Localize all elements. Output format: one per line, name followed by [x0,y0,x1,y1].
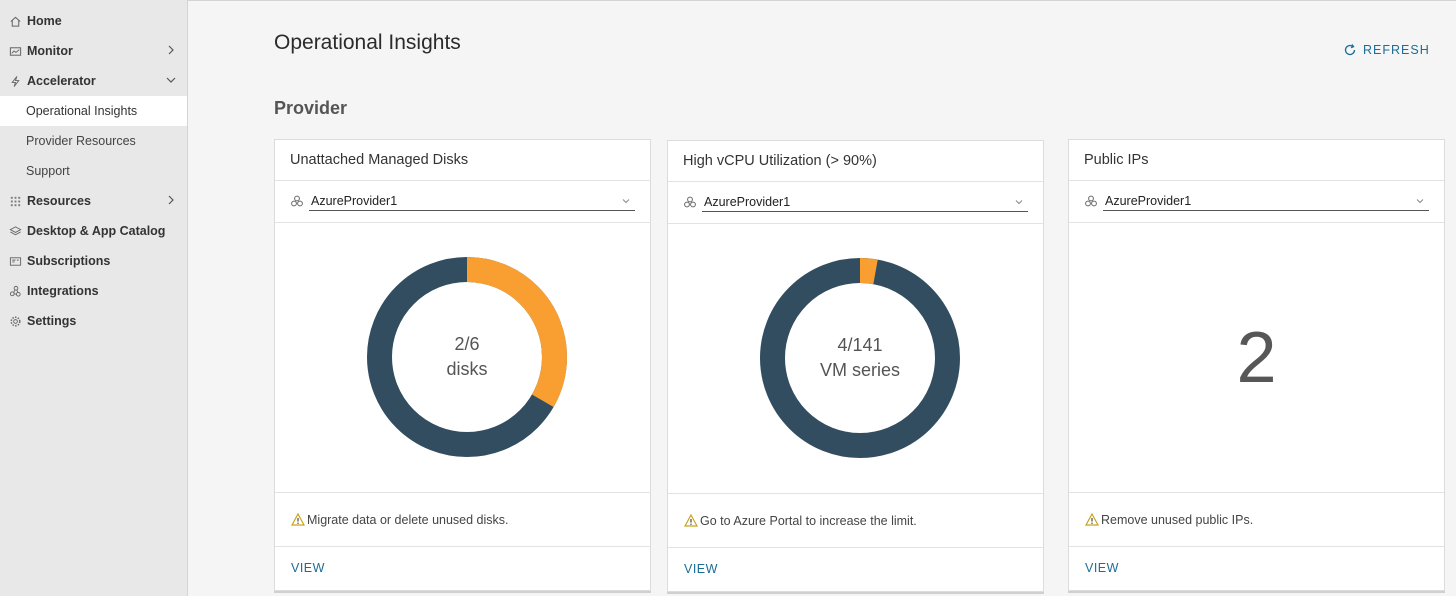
sidebar-item-label: Desktop & App Catalog [27,224,166,238]
sidebar-subitem-support[interactable]: Support [26,164,70,178]
sidebar-item-label: Resources [27,194,91,208]
refresh-icon [1344,44,1356,56]
sidebar-item-desktop-app-catalog[interactable]: Desktop & App Catalog [0,216,187,246]
monitor-icon [8,44,22,58]
chevron-down-icon [1015,199,1023,204]
provider-icon [1085,195,1097,207]
page-title: Operational Insights [274,31,461,54]
sidebar-item-integrations[interactable]: Integrations [0,276,187,306]
home-icon [8,14,22,28]
card-title: High vCPU Utilization (> 90%) [668,141,1043,182]
donut-value-label: 2/6 [454,334,480,354]
sidebar-item-label: Settings [27,314,77,328]
provider-icon [684,196,696,208]
card-message: Migrate data or delete unused disks. [307,512,509,527]
sidebar-item-label: Monitor [27,44,73,58]
refresh-label: REFRESH [1363,43,1430,57]
sidebar-item-accelerator[interactable]: Accelerator [0,66,187,96]
provider-select[interactable]: AzureProvider1 [290,191,635,211]
grid-icon [8,194,22,208]
provider-select-value: AzureProvider1 [311,193,398,208]
chevron-down-icon [1416,198,1424,203]
layers-icon [8,224,22,238]
chevron-down-icon [622,198,630,203]
donut-unit-label: disks [446,359,488,379]
donut-unit-label: VM series [819,360,900,380]
sidebar: Home Monitor Accelerator Operational Ins… [0,0,188,596]
card-message: Remove unused public IPs. [1101,512,1254,527]
donut-chart-vcpu [760,258,960,458]
card-public-ips: Public IPs AzureProvider1 2 Remove unuse… [1068,139,1445,591]
card-high-vcpu: High vCPU Utilization (> 90%) AzureProvi… [667,140,1044,592]
sidebar-subitem-operational-insights[interactable]: Operational Insights [0,96,187,126]
donut-used-segment [760,258,960,458]
sidebar-item-resources[interactable]: Resources [0,186,187,216]
chevron-right-icon [168,45,174,55]
subscriptions-icon [8,254,22,268]
provider-select[interactable]: AzureProvider1 [1084,191,1429,211]
sidebar-item-label: Integrations [27,284,99,298]
section-title: Provider [274,98,348,118]
sidebar-item-home[interactable]: Home [0,6,187,36]
donut-value-label: 4/141 [837,335,883,355]
warning-icon [291,513,305,526]
sidebar-item-label: Home [27,14,62,28]
warning-icon [684,514,698,527]
donut-chart-disks [367,257,567,457]
card-title: Unattached Managed Disks [275,140,650,181]
card-unattached-disks: Unattached Managed Disks AzureProvider1 … [274,139,651,591]
main-content: Operational Insights REFRESH Provider Un… [188,0,1456,596]
view-button[interactable]: VIEW [291,561,325,575]
sidebar-subitem-provider-resources[interactable]: Provider Resources [26,134,136,148]
card-title: Public IPs [1069,140,1444,181]
sidebar-item-label: Accelerator [27,74,96,88]
lightning-icon [8,74,22,88]
view-button[interactable]: VIEW [684,562,718,576]
provider-select-value: AzureProvider1 [1105,193,1192,208]
sidebar-item-subscriptions[interactable]: Subscriptions [0,246,187,276]
card-message: Go to Azure Portal to increase the limit… [700,513,917,528]
public-ip-count: 2 [1236,318,1277,398]
provider-select-value: AzureProvider1 [704,194,791,209]
sidebar-item-label: Subscriptions [27,254,111,268]
provider-select[interactable]: AzureProvider1 [683,192,1028,212]
refresh-button[interactable]: REFRESH [1343,43,1430,57]
integrations-icon [8,284,22,298]
sidebar-item-monitor[interactable]: Monitor [0,36,187,66]
chevron-down-icon [166,77,176,83]
chevron-right-icon [168,195,174,205]
warning-icon [1085,513,1099,526]
donut-used-segment [367,257,567,457]
view-button[interactable]: VIEW [1085,561,1119,575]
gear-icon [8,314,22,328]
sidebar-item-settings[interactable]: Settings [0,306,187,336]
provider-icon [291,195,303,207]
